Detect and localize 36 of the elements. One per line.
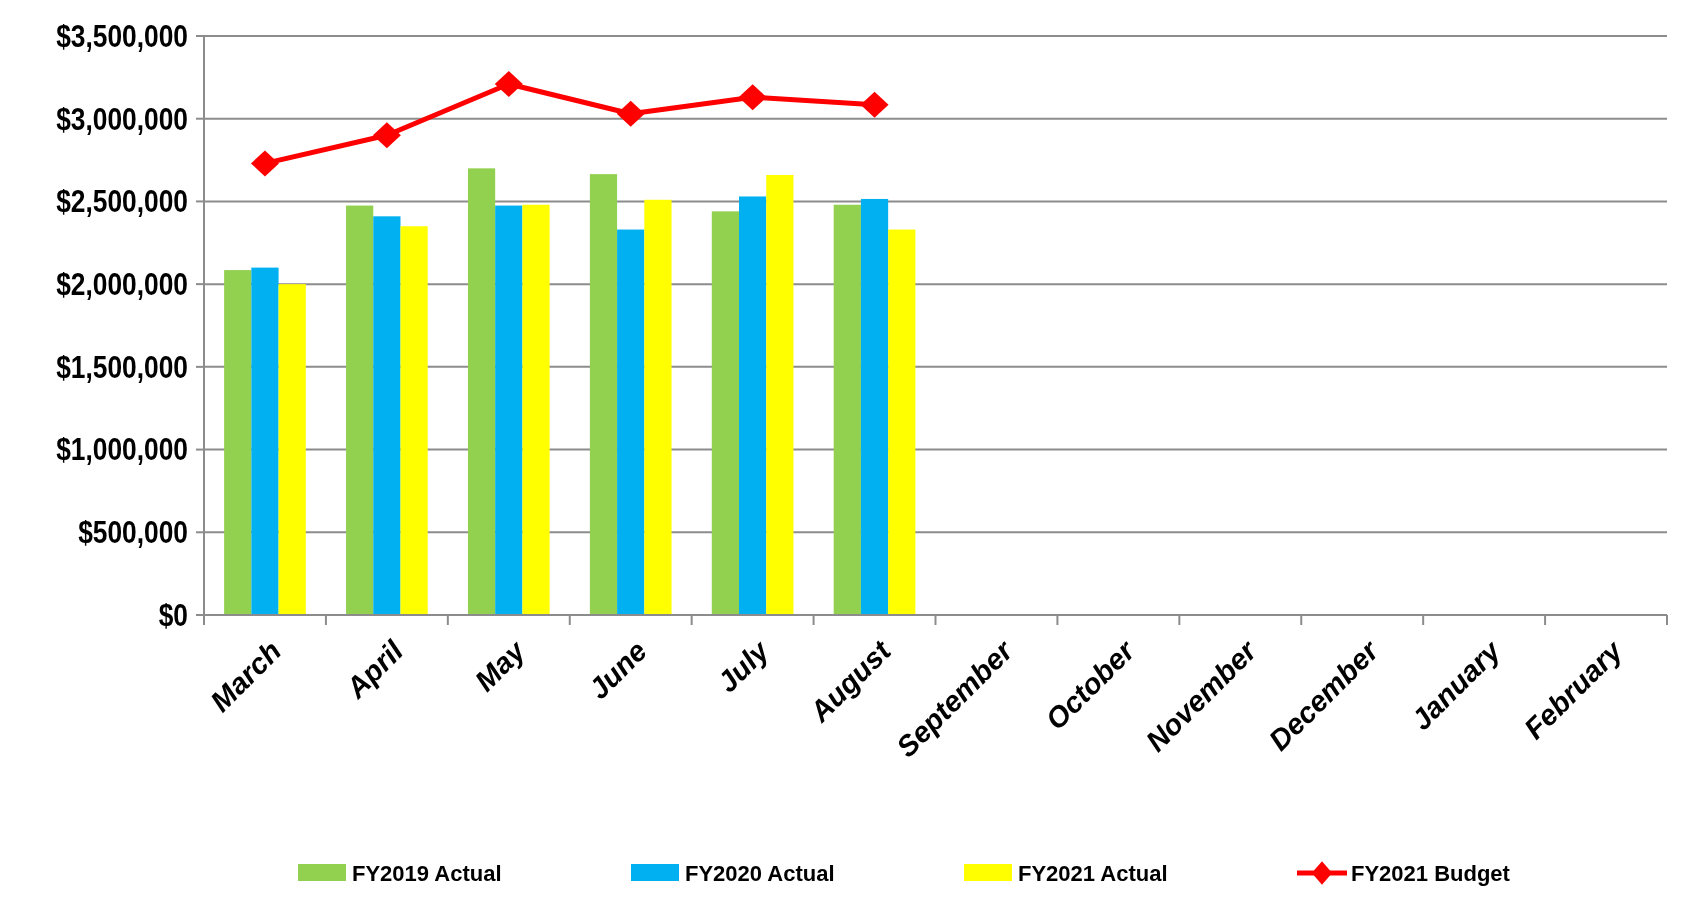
bar bbox=[467, 168, 496, 615]
point bbox=[616, 100, 645, 127]
bar bbox=[617, 229, 645, 615]
legend-label: FY2020 Actual bbox=[685, 861, 835, 886]
point bbox=[860, 91, 889, 118]
y-tick-label: $0 bbox=[158, 597, 188, 633]
legend-label: FY2021 Actual bbox=[1018, 861, 1168, 886]
bar bbox=[495, 205, 523, 615]
bar bbox=[224, 270, 252, 615]
bar bbox=[373, 216, 401, 615]
point bbox=[250, 150, 279, 177]
bar bbox=[711, 211, 740, 615]
y-tick-label: $500,000 bbox=[78, 515, 188, 550]
bar bbox=[589, 174, 618, 615]
y-tick-label: $2,000,000 bbox=[56, 266, 188, 302]
point bbox=[372, 122, 401, 149]
bar bbox=[888, 229, 916, 615]
bar bbox=[860, 198, 889, 615]
bar bbox=[278, 284, 306, 615]
legend-label: FY2019 Actual bbox=[352, 861, 502, 886]
point bbox=[738, 84, 767, 111]
bar bbox=[346, 205, 374, 615]
bar bbox=[739, 196, 767, 615]
legend-label: FY2021 Budget bbox=[1351, 861, 1511, 886]
y-tick-label: $2,500,000 bbox=[56, 184, 188, 219]
bar bbox=[766, 174, 794, 615]
y-tick-label: $3,500,000 bbox=[56, 18, 188, 54]
bar bbox=[400, 226, 428, 615]
bar bbox=[522, 204, 550, 615]
bar bbox=[644, 199, 672, 615]
y-tick-label: $1,500,000 bbox=[56, 349, 188, 385]
bar bbox=[833, 204, 861, 615]
point bbox=[494, 70, 523, 97]
y-tick-label: $1,000,000 bbox=[56, 432, 188, 467]
bar bbox=[251, 267, 279, 615]
y-tick-label: $3,000,000 bbox=[56, 101, 188, 137]
